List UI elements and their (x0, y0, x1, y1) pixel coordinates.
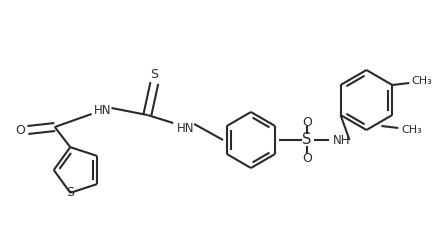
Text: S: S (66, 186, 74, 199)
Text: O: O (301, 152, 311, 164)
Text: O: O (301, 115, 311, 129)
Text: O: O (15, 124, 25, 137)
Text: NH: NH (332, 134, 349, 147)
Text: CH₃: CH₃ (400, 125, 421, 135)
Text: HN: HN (176, 122, 194, 134)
Text: S: S (150, 68, 158, 80)
Text: CH₃: CH₃ (411, 76, 431, 86)
Text: HN: HN (94, 104, 111, 116)
Text: S: S (301, 133, 311, 148)
